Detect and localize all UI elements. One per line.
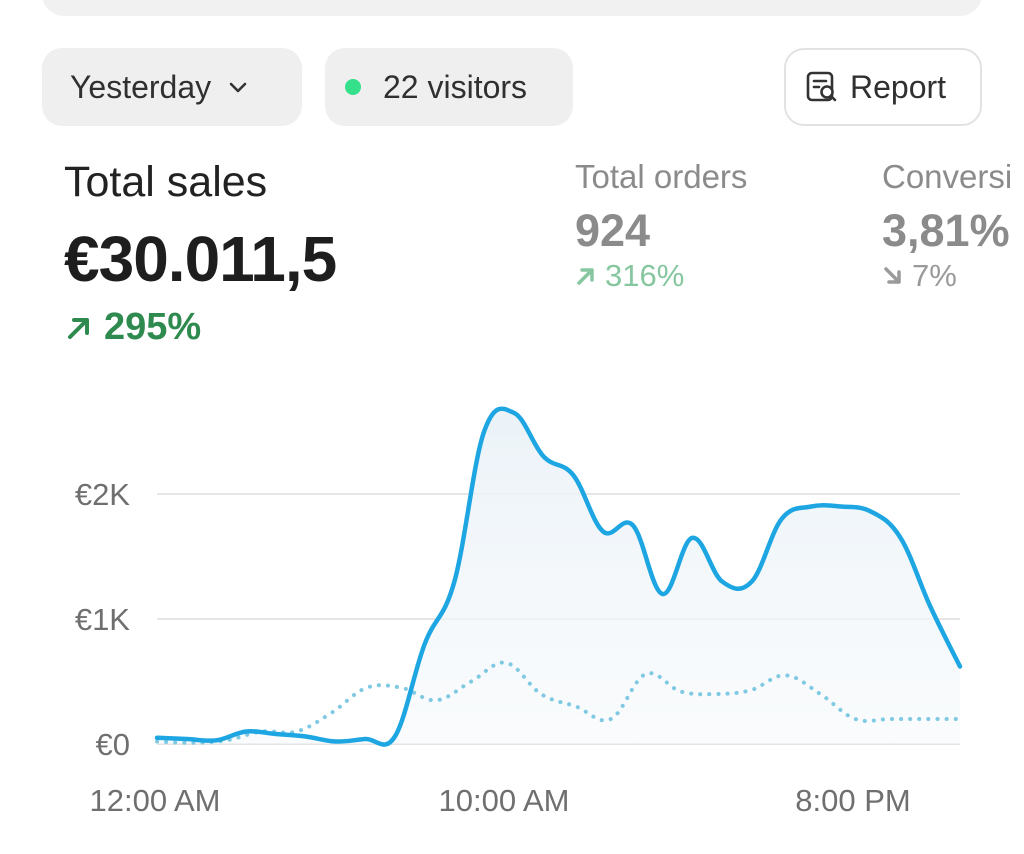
total-sales-change: 295%	[64, 306, 201, 349]
current-period-line	[154, 406, 963, 747]
conversion-value: 3,81%	[882, 205, 1010, 256]
sales-line-chart: €0 €1K €2K 12:00 AM 10:00 AM 8:00 PM	[75, 406, 963, 818]
current-period-area	[157, 408, 960, 745]
conversion-change: 7%	[882, 258, 957, 294]
x-axis-ticks: 12:00 AM 10:00 AM 8:00 PM	[90, 783, 911, 818]
chart-area	[157, 408, 960, 745]
total-orders-value: 924	[575, 205, 651, 256]
conversion-label[interactable]: Conversi	[882, 158, 1013, 195]
report-button[interactable]: Report	[784, 48, 982, 126]
y-axis-ticks: €0 €1K €2K	[75, 477, 130, 762]
arrow-down-right-icon	[882, 265, 904, 287]
arrow-up-right-icon	[64, 313, 94, 343]
live-status-dot	[345, 79, 361, 95]
total-orders-label[interactable]: Total orders	[575, 158, 748, 195]
search-bar-edge	[42, 0, 982, 16]
total-sales-change-value: 295%	[104, 306, 202, 348]
y-tick-label: €0	[96, 727, 130, 762]
previous-period-line	[155, 660, 962, 745]
x-tick-label: 10:00 AM	[439, 783, 570, 818]
chart-series	[154, 406, 963, 747]
conversion-change-value: 7%	[912, 258, 957, 293]
report-label: Report	[850, 68, 947, 105]
visitors-count: 22 visitors	[383, 68, 528, 105]
live-visitors-badge[interactable]: 22 visitors	[325, 48, 573, 126]
date-range-label: Yesterday	[70, 68, 212, 105]
total-sales-value: €30.011,5	[64, 223, 337, 295]
total-sales-label[interactable]: Total sales	[64, 158, 268, 206]
y-tick-label: €2K	[75, 477, 130, 512]
date-range-dropdown[interactable]: Yesterday	[42, 48, 302, 126]
arrow-up-right-icon	[575, 265, 597, 287]
chevron-down-icon	[225, 74, 251, 100]
x-tick-label: 8:00 PM	[795, 783, 910, 818]
total-orders-change: 316%	[575, 258, 684, 294]
x-tick-label: 12:00 AM	[90, 783, 221, 818]
report-search-icon	[804, 69, 840, 105]
total-orders-change-value: 316%	[605, 258, 685, 293]
y-tick-label: €1K	[75, 602, 130, 637]
